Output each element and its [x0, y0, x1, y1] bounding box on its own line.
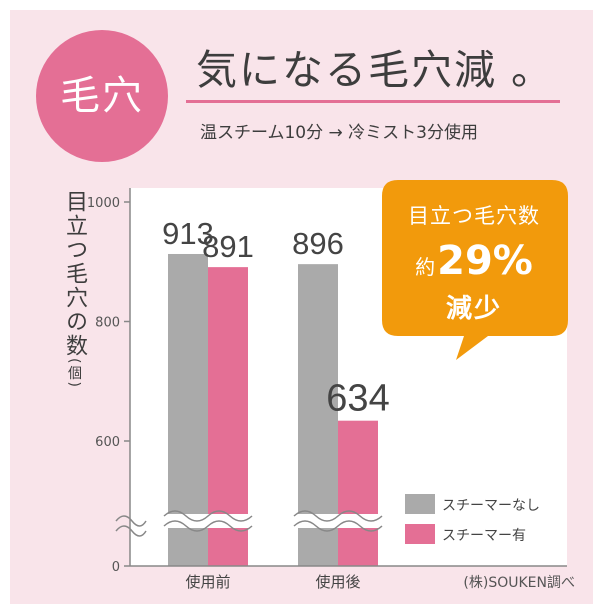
y-tick-label: 800	[95, 316, 120, 331]
callout-title: 目立つ毛穴数	[408, 204, 540, 228]
headline-text: 気になる毛穴減	[196, 46, 497, 94]
bar	[168, 253, 208, 567]
headline-underline	[186, 100, 560, 103]
y-tick-label: 0	[112, 560, 120, 575]
break-gap	[294, 514, 382, 528]
y-axis-title: 目立つ毛穴の数(個)	[58, 190, 90, 389]
break-gap	[164, 514, 252, 528]
category-label: 使用前	[185, 573, 230, 591]
y-axis-break	[115, 515, 147, 537]
bar	[338, 420, 378, 566]
y-tick-label: 600	[95, 435, 120, 450]
break-line	[293, 510, 383, 522]
category-labels: 使用前 使用後	[185, 573, 360, 591]
y-ticks: 0 600 800 1000	[87, 196, 130, 575]
headline-suffix: 。	[511, 46, 554, 94]
break-line	[163, 510, 253, 522]
legend-label: スチーマー有	[442, 528, 526, 544]
bar-value-label: 891	[202, 229, 254, 264]
callout-prefix: 約	[415, 255, 436, 279]
bar-value-label: 913	[162, 216, 214, 251]
bar-value-label: 896	[292, 226, 344, 261]
callout-value: 29%	[437, 238, 533, 284]
callout-bubble	[382, 180, 568, 360]
source-note: (株)SOUKEN調べ	[463, 575, 575, 591]
category-label: 使用後	[315, 573, 360, 591]
break-line	[293, 520, 383, 532]
callout-result: 減少	[445, 294, 502, 324]
legend-swatch	[405, 494, 435, 514]
headline: 気になる毛穴減。	[196, 36, 554, 96]
y-axis-title-text: 目立つ毛穴の数	[62, 190, 87, 358]
y-axis-unit: (個)	[66, 358, 82, 389]
axis-breaks	[115, 510, 383, 537]
legend-swatch	[405, 524, 435, 544]
y-break-line	[115, 515, 147, 527]
y-tick-label: 1000	[87, 196, 120, 211]
legend-label: スチーマーなし	[442, 498, 540, 514]
callout-value-line: 約29%	[386, 238, 562, 284]
y-break-line	[115, 525, 147, 537]
bar-value-label: 634	[326, 378, 389, 420]
break-line	[163, 520, 253, 532]
subtitle: 温スチーム10分 → 冷ミスト3分使用	[200, 123, 478, 143]
pore-badge: 毛穴	[36, 30, 168, 162]
